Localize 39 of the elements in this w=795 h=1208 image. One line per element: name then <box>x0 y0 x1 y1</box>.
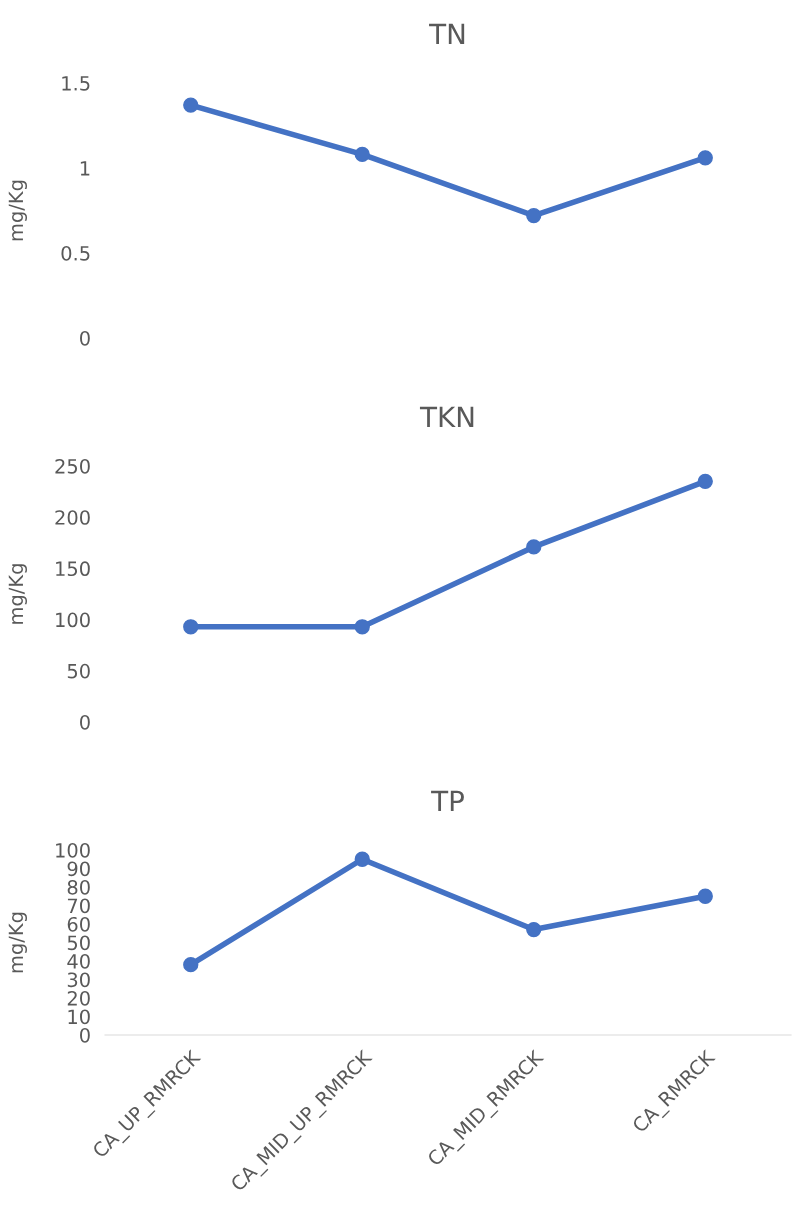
y-tick-label: 40 <box>67 953 90 969</box>
y-tick-label: 1.5 <box>62 76 90 91</box>
chart-title: TKN <box>419 406 474 428</box>
y-axis-title: mg/Kg <box>8 912 27 973</box>
y-tick-label: 0 <box>80 714 90 730</box>
point <box>354 146 370 163</box>
point <box>354 851 370 867</box>
chart-title: TP <box>431 790 464 812</box>
point <box>697 888 713 904</box>
chart-title: TN <box>429 23 465 45</box>
y-tick-label: 70 <box>67 898 90 914</box>
y-tick-label: 100 <box>56 612 90 628</box>
point <box>697 150 713 166</box>
point <box>354 619 370 635</box>
y-tick-label: 150 <box>56 561 90 577</box>
point <box>526 921 542 938</box>
y-tick-label: 50 <box>67 935 90 951</box>
y-tick-label: 80 <box>67 879 90 895</box>
y-tick-label: 200 <box>55 510 90 525</box>
y-tick-label: 1 <box>80 161 90 176</box>
y-tick-label: 90 <box>67 861 90 877</box>
point <box>697 473 713 489</box>
y-axis-title: mg/Kg <box>8 180 27 241</box>
point <box>183 957 199 973</box>
y-tick-label: 50 <box>67 663 90 679</box>
y-axis-title: mg/Kg <box>8 564 27 624</box>
y-tick-label: 10 <box>68 1009 90 1025</box>
point <box>526 539 542 555</box>
y-tick-label: 30 <box>67 972 90 988</box>
y-tick-label: 60 <box>67 916 90 932</box>
y-tick-label: 100 <box>56 842 90 858</box>
point <box>526 207 542 224</box>
point <box>183 97 199 113</box>
y-tick-label: 0.5 <box>61 245 90 261</box>
point <box>183 619 199 635</box>
y-tick-label: 0 <box>80 1027 90 1043</box>
y-tick-label: 250 <box>55 458 90 474</box>
y-tick-label: 0 <box>80 330 90 346</box>
y-tick-label: 20 <box>67 990 90 1006</box>
